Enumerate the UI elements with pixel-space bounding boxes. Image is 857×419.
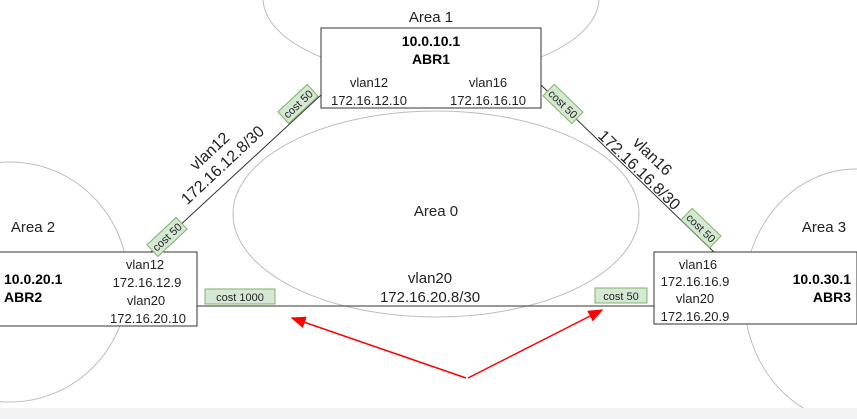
router-abr3[interactable] [653, 251, 857, 325]
abr1-router-id: 10.0.10.1 [402, 33, 461, 49]
cost-badge-vlan12-abr2: cost 50 [146, 216, 188, 258]
svg-text:cost 50: cost 50 [603, 291, 638, 303]
abr3-router-id: 10.0.30.1 [793, 271, 852, 287]
annotation-arrow-left [290, 316, 467, 379]
area-0-label: Area 0 [414, 203, 458, 220]
abr1-if1-vlan: vlan12 [350, 75, 388, 90]
abr2-router-id: 10.0.20.1 [4, 271, 63, 287]
svg-text:cost 1000: cost 1000 [216, 292, 264, 304]
abr3-if2-vlan: vlan20 [676, 291, 714, 306]
abr2-name: ABR2 [4, 289, 42, 305]
abr3-name: ABR3 [813, 289, 851, 305]
vlan20-subnet-label: 172.16.20.8/30 [380, 289, 480, 306]
router-abr1[interactable] [320, 27, 542, 109]
bottom-bar [0, 408, 857, 419]
abr2-if2-ip: 172.16.20.10 [110, 311, 186, 326]
abr1-if1-ip: 172.16.12.10 [331, 93, 407, 108]
abr2-if1-vlan: vlan12 [126, 257, 164, 272]
abr3-if2-ip: 172.16.20.9 [661, 309, 730, 324]
cost-badge-vlan16-abr3: cost 50 [680, 207, 722, 249]
abr2-if1-ip: 172.16.12.9 [113, 275, 182, 290]
abr2-if2-vlan: vlan20 [127, 293, 165, 308]
abr1-if2-ip: 172.16.16.10 [450, 93, 526, 108]
router-abr2[interactable] [0, 251, 198, 327]
area-0-ellipse [232, 110, 640, 318]
cost-badge-vlan12-abr1: cost 50 [277, 83, 319, 125]
diagram-canvas: Area 1 Area 0 Area 2 Area 3 10.0.10.1 AB… [0, 0, 857, 408]
cost-badge-vlan20-abr3: cost 50 [594, 287, 648, 304]
abr3-if1-vlan: vlan16 [679, 257, 717, 272]
cost-badge-vlan20-abr2: cost 1000 [204, 288, 276, 305]
area-2-label: Area 2 [11, 219, 55, 236]
vlan20-link-label: vlan20 [408, 270, 452, 287]
abr1-if2-vlan: vlan16 [469, 75, 507, 90]
area-3-label: Area 3 [802, 219, 846, 236]
area-1-label: Area 1 [409, 9, 453, 26]
cost-badge-vlan16-abr1: cost 50 [542, 83, 584, 125]
abr3-if1-ip: 172.16.16.9 [661, 274, 730, 289]
vlan16-link-labels: vlan16 172.16.16.8/30 [594, 127, 683, 213]
abr1-name: ABR1 [412, 51, 450, 67]
annotation-arrow-right [467, 309, 604, 379]
